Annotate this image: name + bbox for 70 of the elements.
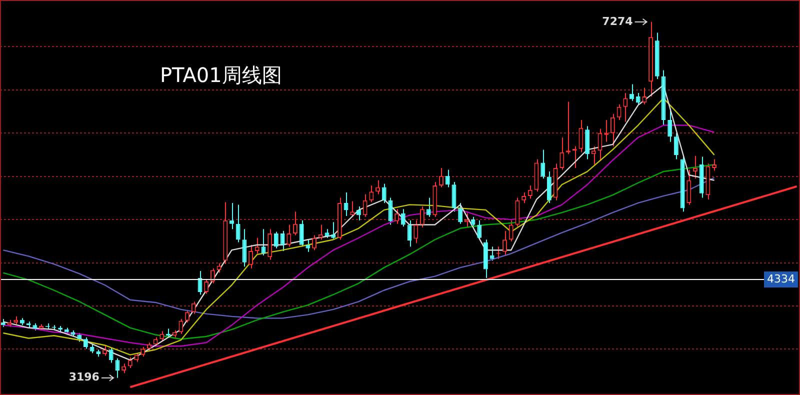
candlestick <box>185 310 190 324</box>
candlestick <box>674 132 678 160</box>
candlestick <box>490 246 494 262</box>
ref-line-label: 4334 <box>767 272 796 286</box>
candlestick <box>636 92 640 105</box>
candlestick <box>400 208 406 228</box>
candlestick <box>191 301 196 314</box>
candlestick <box>585 126 590 160</box>
candlestick <box>210 268 215 284</box>
candlestick <box>642 87 647 105</box>
candlestick <box>293 211 298 236</box>
candlestick <box>331 222 336 240</box>
candlestick <box>230 202 234 230</box>
candlestick <box>115 358 120 378</box>
candlestick <box>578 120 584 153</box>
candlestick <box>236 204 240 243</box>
candlestick <box>312 234 317 251</box>
candlestick <box>693 155 698 180</box>
candlestick <box>318 224 323 240</box>
candlestick <box>376 180 380 195</box>
candlestick <box>268 228 272 260</box>
candlestick <box>274 231 278 249</box>
candlestick <box>306 239 310 252</box>
candlestick <box>394 208 400 224</box>
candlestick <box>560 136 564 170</box>
candlestick <box>248 244 254 269</box>
candlestick <box>286 224 292 248</box>
candlestick <box>122 363 126 374</box>
candlestick <box>204 279 209 294</box>
candlestick <box>128 356 132 368</box>
candlestick <box>108 347 114 364</box>
candlestick <box>508 220 514 242</box>
candlestick <box>630 84 634 102</box>
candlestick <box>452 182 456 212</box>
annotation: 3196 <box>68 370 100 384</box>
candlestick <box>540 149 546 180</box>
candlestick <box>382 183 386 204</box>
candlestick <box>515 197 520 228</box>
candlestick <box>414 220 418 244</box>
candlestick <box>178 318 184 334</box>
candlestick <box>610 113 615 147</box>
text: PTA01周线图 <box>160 62 282 89</box>
candlestick <box>350 200 355 218</box>
candlestick <box>362 194 368 218</box>
candlestick <box>591 146 596 166</box>
candlestick <box>254 237 260 254</box>
candlestick <box>686 169 692 206</box>
candlestick <box>623 92 628 122</box>
candlestick <box>458 202 463 224</box>
candlestick <box>102 346 107 356</box>
candlestick <box>344 192 348 217</box>
candlestick <box>616 104 622 121</box>
candlestick <box>242 228 247 268</box>
candlestick <box>356 206 361 221</box>
candlestick <box>426 197 431 218</box>
candlestick <box>83 336 88 350</box>
candlestick <box>712 158 717 172</box>
candlestick <box>546 171 552 204</box>
candlestick <box>528 184 532 200</box>
candlestick <box>160 330 164 342</box>
candlestick <box>522 192 526 204</box>
annotation: 7274 <box>602 14 634 28</box>
candlestick <box>299 220 304 248</box>
candlestick <box>502 230 507 256</box>
candlestick <box>420 206 424 228</box>
candlestick <box>439 168 444 188</box>
candlestick <box>280 230 285 252</box>
candlestick <box>445 169 450 188</box>
candlestick <box>369 184 374 203</box>
candlestick <box>140 346 146 358</box>
